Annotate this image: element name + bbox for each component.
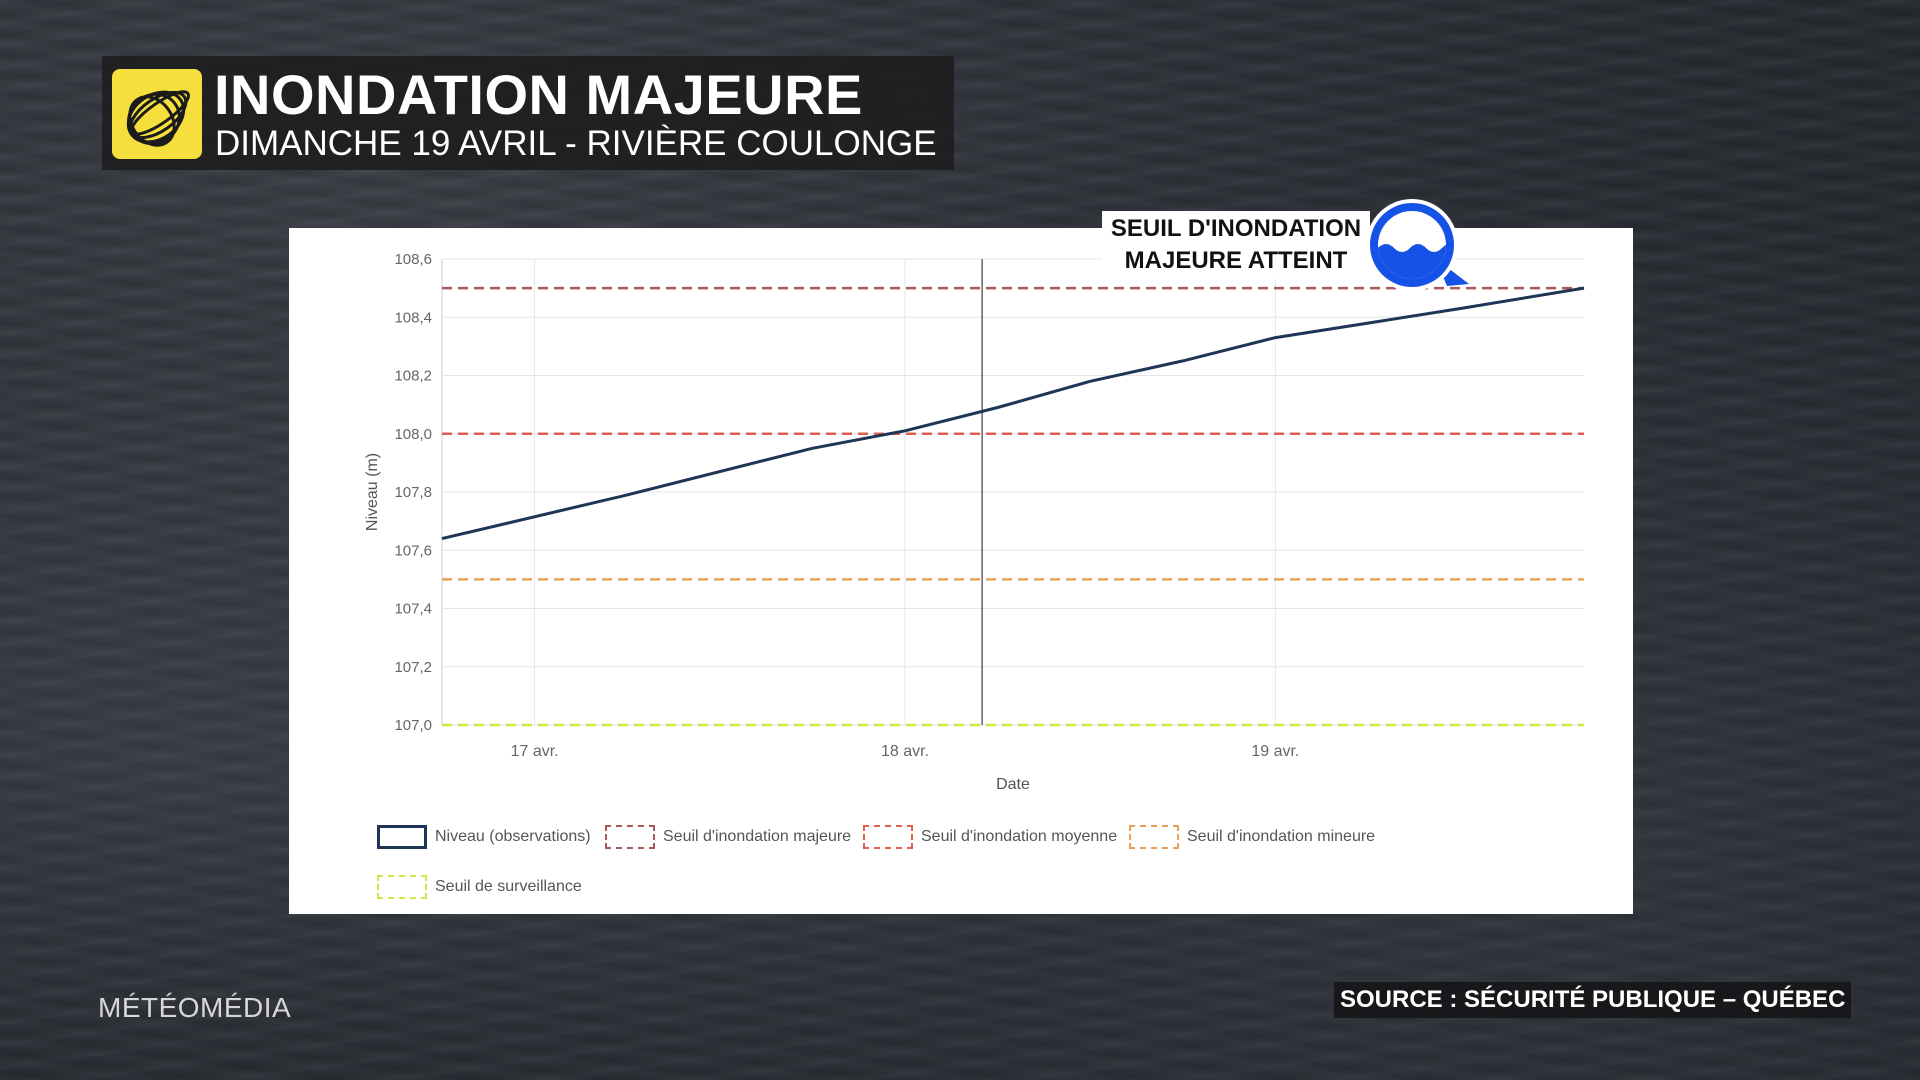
- y-tick-label: 108,2: [394, 368, 432, 385]
- flood-water-icon: [1366, 199, 1469, 291]
- meteomedia-logo-icon: [112, 69, 202, 159]
- x-tick-label: 19 avr.: [1251, 743, 1299, 760]
- x-axis-title: Date: [996, 776, 1030, 793]
- y-tick-label: 107,0: [394, 717, 432, 734]
- brand-wordmark: MÉTÉOMÉDIA: [98, 992, 292, 1023]
- y-tick-label: 108,6: [394, 251, 432, 268]
- legend-swatch-moyenne: [863, 825, 913, 849]
- title-banner: INONDATION MAJEURE DIMANCHE 19 AVRIL - R…: [102, 56, 954, 170]
- y-tick-label: 108,0: [394, 426, 432, 443]
- page-subtitle: DIMANCHE 19 AVRIL - RIVIÈRE COULONGE: [215, 124, 937, 163]
- threshold-callout: SEUIL D'INONDATION MAJEURE ATTEINT: [1102, 211, 1370, 279]
- legend-label: Niveau (observations): [435, 828, 591, 845]
- source-credit: SOURCE : SÉCURITÉ PUBLIQUE – QUÉBEC: [1334, 982, 1852, 1018]
- legend-swatch-majeure: [605, 825, 655, 849]
- chart-card: 107,0 107,2 107,4 107,6 107,8 108,0 108,2 108,4…: [289, 228, 1633, 914]
- y-tick-label: 108,4: [394, 309, 432, 326]
- legend-label: Seuil d'inondation moyenne: [921, 828, 1118, 845]
- legend-item-mineure[interactable]: Seuil d'inondation mineure: [1129, 822, 1375, 852]
- legend-item-surveillance[interactable]: Seuil de surveillance: [377, 872, 582, 902]
- legend-label: Seuil de surveillance: [435, 878, 582, 895]
- y-tick-label: 107,4: [394, 601, 432, 618]
- y-tick-label: 107,6: [394, 542, 432, 559]
- y-tick-label: 107,8: [394, 484, 432, 501]
- legend-label: Seuil d'inondation mineure: [1187, 828, 1376, 845]
- page-title: INONDATION MAJEURE: [214, 63, 863, 126]
- callout-line-2: MAJEURE ATTEINT: [1124, 247, 1348, 274]
- legend-item-niveau[interactable]: Niveau (observations): [377, 822, 591, 852]
- x-tick-label: 18 avr.: [881, 743, 929, 760]
- y-tick-label: 107,2: [394, 659, 432, 676]
- legend-item-moyenne[interactable]: Seuil d'inondation moyenne: [863, 822, 1117, 852]
- x-tick-label: 17 avr.: [511, 743, 559, 760]
- callout-line-1: SEUIL D'INONDATION: [1110, 215, 1362, 242]
- legend-item-majeure[interactable]: Seuil d'inondation majeure: [605, 822, 851, 852]
- level-chart: 107,0 107,2 107,4 107,6 107,8 108,0 108,2 108,4…: [364, 251, 1585, 793]
- legend-swatch-mineure: [1129, 825, 1179, 849]
- series-line-niveau: [441, 286, 1585, 541]
- legend-swatch-surveillance: [377, 875, 427, 899]
- y-axis-title: Niveau (m): [364, 453, 381, 531]
- legend-swatch-niveau: [377, 825, 427, 849]
- legend-label: Seuil d'inondation majeure: [663, 828, 852, 845]
